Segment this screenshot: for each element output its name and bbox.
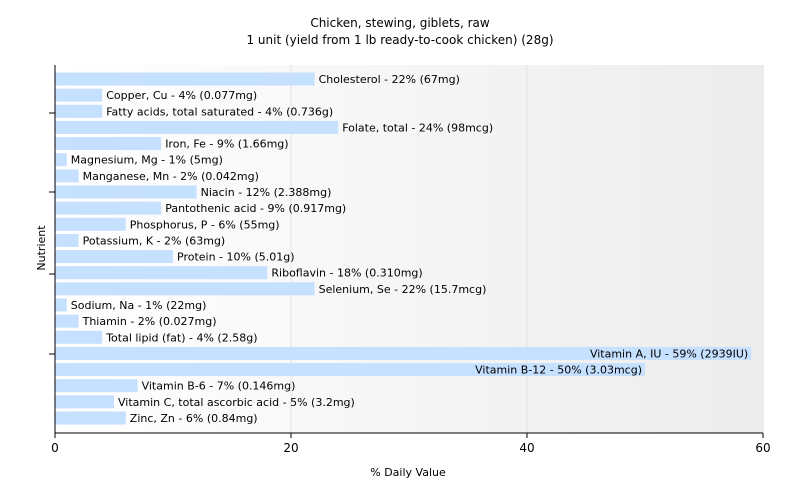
bar-1 [55,88,103,102]
bar-label-20: Vitamin C, total ascorbic acid - 5% (3.2… [118,396,355,409]
bar-10 [55,233,79,247]
bar-label-9: Phosphorus, P - 6% (55mg) [130,218,280,231]
bar-5 [55,153,67,167]
bar-16 [55,330,103,344]
bar-2 [55,104,103,118]
bar-14 [55,298,67,312]
x-tick-label-2: 40 [519,441,534,455]
bar-9 [55,217,126,231]
bar-15 [55,314,79,328]
bar-4 [55,137,162,151]
bar-label-8: Pantothenic acid - 9% (0.917mg) [165,202,346,215]
bars: Cholesterol - 22% (67mg) Copper, Cu - 4% … [55,72,752,425]
bar-label-6: Manganese, Mn - 2% (0.042mg) [83,170,259,183]
bar-label-19: Vitamin B-6 - 7% (0.146mg) [142,380,296,393]
bar-19 [55,379,138,393]
bar-label-17: Vitamin A, IU - 59% (2939IU) [590,347,748,360]
bar-20 [55,395,114,409]
bar-7 [55,185,197,199]
bar-label-2: Fatty acids, total saturated - 4% (0.736… [106,105,333,118]
bar-label-14: Sodium, Na - 1% (22mg) [71,299,207,312]
x-tick-label-3: 60 [755,441,770,455]
bar-0 [55,72,315,86]
x-axis-label: % Daily Value [370,466,446,479]
bar-label-1: Copper, Cu - 4% (0.077mg) [106,89,257,102]
bar-label-12: Riboflavin - 18% (0.310mg) [271,267,422,280]
bar-label-13: Selenium, Se - 22% (15.7mcg) [319,283,487,296]
bar-3 [55,120,339,134]
x-tick-label-0: 0 [51,441,59,455]
bar-label-3: Folate, total - 24% (98mcg) [342,121,493,134]
y-axis-label: Nutrient [35,225,48,271]
bar-label-10: Potassium, K - 2% (63mg) [83,234,226,247]
bar-label-15: Thiamin - 2% (0.027mg) [82,315,217,328]
bar-12 [55,266,268,280]
plot-background [55,65,763,433]
bar-label-21: Zinc, Zn - 6% (0.84mg) [130,412,258,425]
bar-label-5: Magnesium, Mg - 1% (5mg) [71,154,223,167]
bar-21 [55,411,126,425]
bar-6 [55,169,79,183]
bar-label-16: Total lipid (fat) - 4% (2.58g) [105,331,257,344]
bar-label-7: Niacin - 12% (2.388mg) [201,186,332,199]
x-tick-label-1: 20 [283,441,298,455]
bar-11 [55,250,173,264]
chart-subtitle: 1 unit (yield from 1 lb ready-to-cook ch… [246,33,553,47]
bar-8 [55,201,162,215]
axes: 0 20 40 60 [49,65,771,455]
bar-label-4: Iron, Fe - 9% (1.66mg) [165,138,288,151]
bar-17 [55,346,752,360]
bar-18 [55,363,645,377]
chart-title: Chicken, stewing, giblets, raw [310,16,490,30]
bar-label-18: Vitamin B-12 - 50% (3.03mcg) [475,364,642,377]
bar-13 [55,282,315,296]
bar-label-0: Cholesterol - 22% (67mg) [319,73,460,86]
bar-label-11: Protein - 10% (5.01g) [177,251,295,264]
